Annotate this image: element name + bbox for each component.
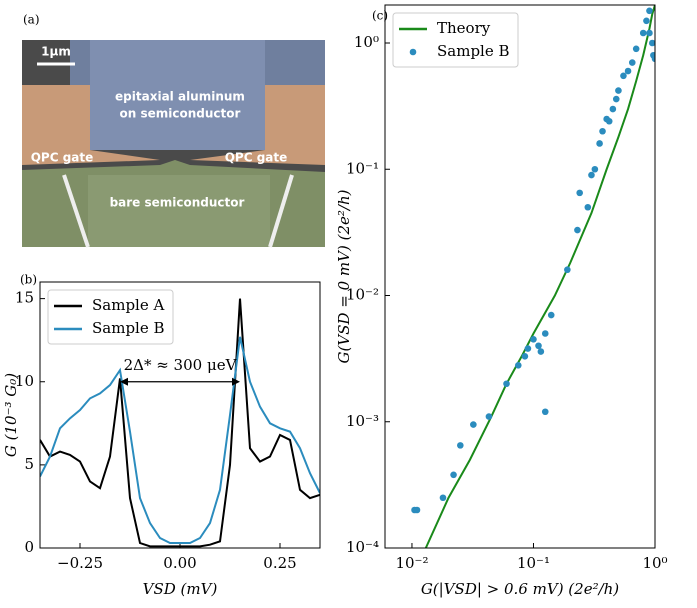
micrograph: [22, 40, 325, 248]
series-line: [40, 298, 320, 548]
x-tick-label: 10⁻²: [395, 554, 428, 572]
panel-label: (a): [23, 13, 40, 27]
x-axis-label: G(|VSD| > 0.6 mV) (2e²/h): [421, 580, 619, 598]
data-point: [541, 408, 549, 416]
data-point: [596, 140, 603, 147]
data-point: [503, 380, 510, 388]
data-point: [564, 266, 571, 274]
data-point: [599, 127, 606, 135]
x-tick-label: 0.00: [163, 554, 196, 572]
frame: [384, 4, 656, 549]
legend-label: Sample A: [92, 296, 164, 314]
data-point: [648, 39, 655, 47]
frame: [39, 281, 321, 549]
x-axis-label: VSD (mV): [143, 580, 218, 598]
data-point: [576, 189, 583, 197]
data-point: [470, 421, 477, 428]
data-point: [632, 45, 640, 53]
panel-label: (b): [20, 273, 37, 287]
data-point: [609, 105, 617, 113]
data-point: [541, 330, 549, 337]
data-point: [547, 311, 555, 319]
legend-marker: [409, 48, 417, 56]
legend-label: Sample B: [437, 42, 510, 60]
region-label: on semiconductor: [120, 107, 241, 121]
data-point: [450, 471, 457, 479]
data-point: [651, 55, 655, 63]
y-tick-label: 10⁻⁴: [346, 538, 379, 556]
data-point: [588, 171, 595, 179]
y-tick-label: 10: [15, 372, 34, 390]
y-tick-label: 10⁰: [354, 33, 379, 51]
legend-label: Sample B: [92, 319, 165, 337]
data-point: [643, 17, 650, 25]
series-line: [424, 5, 655, 548]
y-tick-label: 0: [24, 538, 34, 556]
data-point: [591, 165, 599, 173]
data-point: [535, 342, 542, 350]
gate-label: QPC gate: [225, 151, 288, 165]
y-tick-label: 15: [15, 289, 34, 307]
data-point: [612, 95, 620, 103]
region-label: epitaxial aluminum: [115, 90, 245, 104]
panel-label: (c): [372, 9, 388, 23]
gate-label: QPC gate: [31, 151, 94, 165]
scale-bar-label: 1μm: [41, 45, 71, 59]
data-point: [485, 413, 493, 420]
data-point: [514, 361, 522, 369]
region-label: bare semiconductor: [110, 196, 245, 210]
annotation: 2Δ* ≈ 300 μeV: [124, 356, 238, 374]
series-line: [40, 336, 320, 545]
data-point: [646, 7, 653, 15]
data-point: [537, 348, 545, 355]
data-point: [524, 345, 532, 352]
x-tick-label: 0.25: [263, 554, 296, 572]
x-tick-label: −0.25: [57, 554, 103, 572]
y-tick-label: 10⁻²: [346, 286, 379, 304]
data-point: [620, 72, 627, 80]
data-point: [646, 29, 653, 37]
y-axis-label: G(VSD = 0 mV) (2e²/h): [335, 189, 353, 363]
x-tick-label: 10⁰: [642, 554, 667, 572]
plot-area: [40, 298, 320, 548]
data-point: [624, 67, 632, 75]
data-point: [584, 203, 592, 211]
data-point: [628, 59, 636, 66]
data-point: [574, 226, 581, 234]
data-point: [521, 352, 529, 360]
data-point: [530, 335, 537, 343]
y-tick-label: 10⁻¹: [346, 159, 379, 177]
data-point: [439, 494, 447, 502]
data-point: [615, 87, 622, 94]
legend: [392, 12, 519, 68]
y-tick-label: 5: [24, 455, 34, 473]
plot-area: [411, 5, 655, 548]
data-point: [639, 29, 647, 37]
x-tick-label: 10⁻¹: [517, 554, 550, 572]
y-tick-label: 10⁻³: [346, 412, 379, 430]
legend-label: Theory: [437, 19, 491, 37]
legend: [47, 289, 174, 345]
data-point: [413, 506, 421, 514]
data-point: [457, 442, 464, 449]
data-point: [605, 117, 613, 125]
y-axis-label: G (10⁻³ G₀): [2, 373, 20, 457]
